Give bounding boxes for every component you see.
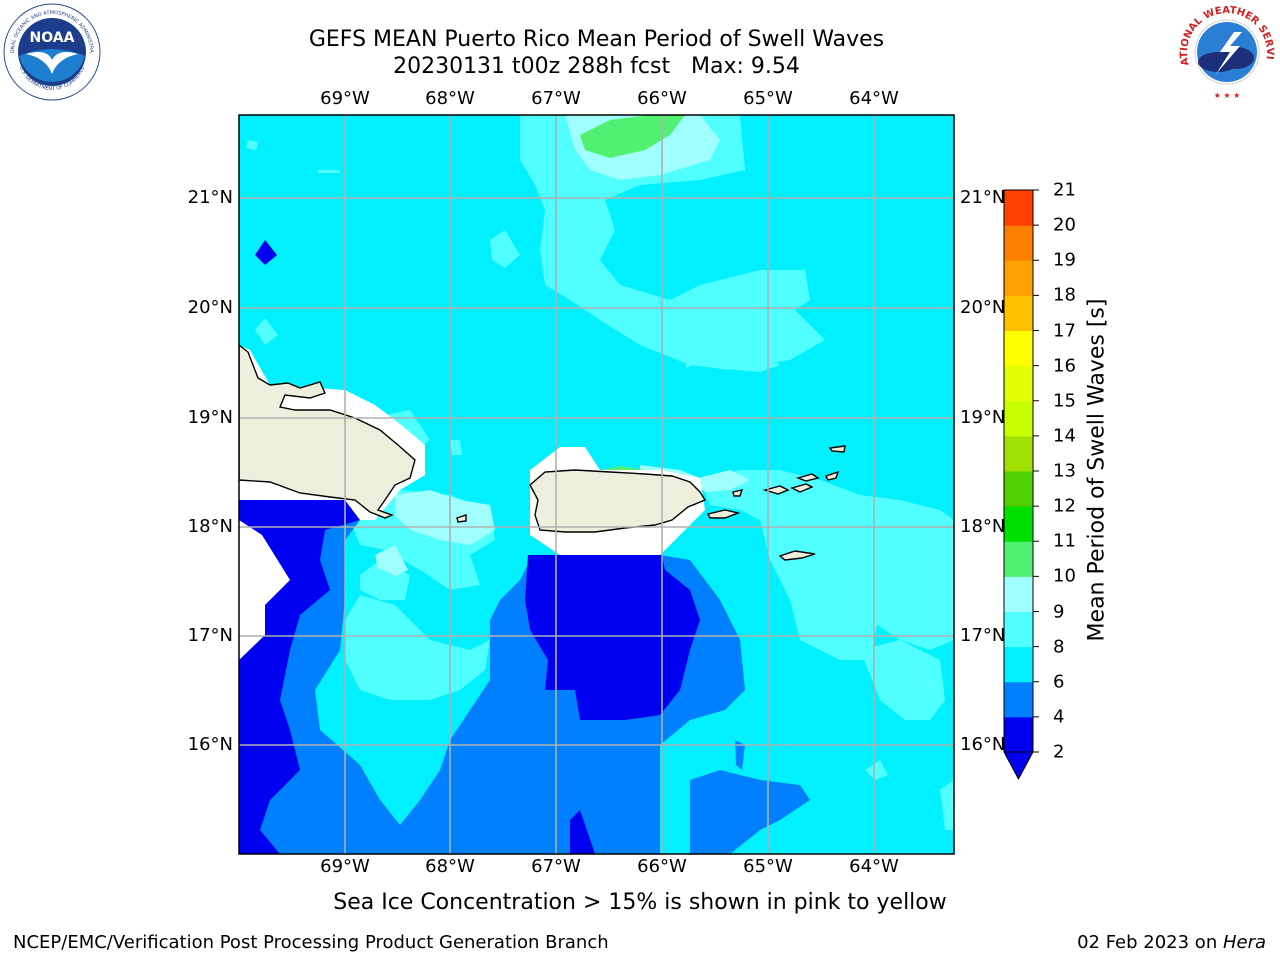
colorbar-segment xyxy=(1004,190,1033,226)
colorbar-segment xyxy=(1004,506,1033,542)
lat-label-right: 20°N xyxy=(960,297,1006,318)
lon-label-bottom: 69°W xyxy=(320,856,370,877)
lon-label-top: 69°W xyxy=(320,88,370,109)
colorbar-segment xyxy=(1004,471,1033,507)
lat-label-right: 18°N xyxy=(960,516,1006,537)
lon-label-bottom: 66°W xyxy=(637,856,687,877)
lon-label-top: 68°W xyxy=(425,88,475,109)
colorbar-segment xyxy=(1004,330,1033,367)
mona-island-land xyxy=(456,514,467,523)
svg-text:★ ★ ★: ★ ★ ★ xyxy=(1214,91,1241,100)
colorbar-tick-label: 21 xyxy=(1053,179,1076,201)
noaa-logo-text: NOAA xyxy=(30,30,75,46)
lat-label-right: 16°N xyxy=(960,734,1006,755)
st-croix-land xyxy=(778,550,816,561)
colorbar-tick-label: 9 xyxy=(1053,601,1065,622)
st-thomas-land xyxy=(762,485,790,495)
virgin-gorda-land xyxy=(825,470,840,481)
colorbar xyxy=(1003,189,1039,781)
anegada-land xyxy=(828,445,846,453)
colorbar-segment xyxy=(1004,576,1033,612)
colorbar-segment xyxy=(1004,611,1033,648)
sea-ice-note: Sea Ice Concentration > 15% is shown in … xyxy=(333,890,947,915)
colorbar-tick-label: 8 xyxy=(1053,636,1065,658)
lat-label-right: 19°N xyxy=(960,407,1006,428)
swell-period-field xyxy=(239,115,954,854)
lat-label-left: 18°N xyxy=(187,516,233,537)
colorbar-tick-label: 20 xyxy=(1053,214,1076,236)
colorbar-segment xyxy=(1004,435,1033,472)
noaa-logo: NOAA NATIONAL OCEANIC AND ATMOSPHERIC AD… xyxy=(2,2,101,101)
lat-label-right: 21°N xyxy=(960,187,1006,208)
map-title: GEFS MEAN Puerto Rico Mean Period of Swe… xyxy=(308,27,885,52)
footer-date-text: 02 Feb 2023 on xyxy=(1077,932,1223,953)
map-subtitle-run: 20230131 t00z 288h fcst Max: 9.54 xyxy=(393,54,800,79)
nws-logo: NATIONAL WEATHER SERVICE ★ ★ ★ xyxy=(1176,2,1275,100)
colorbar-tick-label: 6 xyxy=(1053,671,1065,693)
colorbar-segment xyxy=(1004,716,1033,753)
colorbar-tick-label: 12 xyxy=(1053,495,1076,517)
map-gridlines xyxy=(239,115,954,854)
lon-label-top: 67°W xyxy=(531,88,581,109)
colorbar-segment xyxy=(1004,541,1033,577)
culebra-land xyxy=(732,489,744,497)
colorbar-extend-arrow xyxy=(1003,751,1034,781)
lat-label-left: 21°N xyxy=(187,187,233,208)
colorbar-tick-label: 14 xyxy=(1053,425,1076,447)
lat-label-left: 17°N xyxy=(187,625,233,646)
colorbar-tick-label: 18 xyxy=(1053,284,1076,306)
colorbar-segment xyxy=(1004,295,1033,331)
colorbar-tick-label: 11 xyxy=(1053,530,1076,552)
lat-label-left: 20°N xyxy=(187,297,233,318)
st-john-land xyxy=(790,483,814,493)
lon-label-bottom: 67°W xyxy=(531,856,581,877)
lon-label-bottom: 64°W xyxy=(849,856,899,877)
colorbar-segment xyxy=(1004,681,1033,718)
colorbar-tick-label: 13 xyxy=(1053,460,1076,482)
lat-label-right: 17°N xyxy=(960,625,1006,646)
colorbar-segment xyxy=(1004,646,1033,683)
colorbar-tick-label: 16 xyxy=(1053,355,1076,377)
tortola-land xyxy=(795,473,820,482)
lon-label-top: 66°W xyxy=(637,88,687,109)
lat-label-left: 19°N xyxy=(187,407,233,428)
map-frame xyxy=(238,114,955,855)
lon-label-bottom: 65°W xyxy=(743,856,793,877)
colorbar-segment xyxy=(1004,400,1033,437)
colorbar-tick-label: 10 xyxy=(1053,565,1076,587)
colorbar-tick-label: 4 xyxy=(1053,706,1065,728)
colorbar-segment xyxy=(1004,225,1033,261)
colorbar-tick-label: 19 xyxy=(1053,249,1076,271)
vieques-land xyxy=(706,509,741,519)
colorbar-tick-label: 17 xyxy=(1053,320,1076,341)
footer-credit: NCEP/EMC/Verification Post Processing Pr… xyxy=(13,932,609,953)
footer-host: Hera xyxy=(1222,932,1266,953)
lon-label-top: 65°W xyxy=(743,88,793,109)
lon-label-top: 64°W xyxy=(849,88,899,109)
hispaniola-land xyxy=(239,344,416,519)
colorbar-label: Mean Period of Swell Waves [s] xyxy=(1084,298,1110,642)
lat-label-left: 16°N xyxy=(187,734,233,755)
colorbar-segment xyxy=(1004,365,1033,402)
colorbar-segment xyxy=(1004,260,1033,296)
colorbar-tick-label: 15 xyxy=(1053,390,1076,412)
colorbar-tick-label: 2 xyxy=(1053,741,1065,763)
footer-date: 02 Feb 2023 on Hera xyxy=(1077,932,1266,953)
lon-label-bottom: 68°W xyxy=(425,856,475,877)
